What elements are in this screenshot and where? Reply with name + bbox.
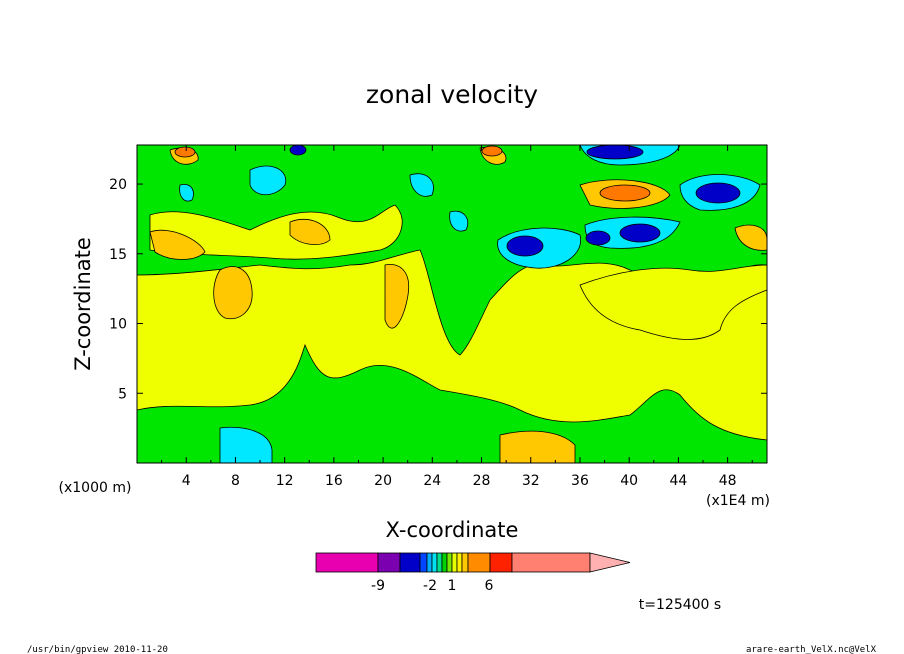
field-strong-negative-f: [289, 145, 307, 156]
y-tick-label: 20: [109, 177, 127, 193]
contour-field: [137, 145, 767, 463]
x-axis-label: X-coordinate: [386, 518, 519, 542]
x-tick-label: 48: [719, 473, 737, 489]
field-weak-positive-upper: [149, 204, 403, 260]
x-tick-label: 36: [571, 473, 589, 489]
colorbar-label: 1: [448, 578, 457, 594]
x-tick-label: 24: [423, 473, 441, 489]
plot-frame: [136, 144, 768, 464]
field-strong-positive-b: [174, 146, 196, 158]
field-negative-h: [449, 210, 469, 232]
y-unit-label: (x1000 m): [59, 480, 132, 496]
y-axis-label: Z-coordinate: [71, 237, 95, 371]
x-tick-label: 44: [669, 473, 687, 489]
field-strong-negative-c: [695, 182, 741, 204]
field-weak-negative-bottom: [137, 343, 767, 463]
colorbar-swatch: [426, 552, 433, 573]
field-positive-d: [384, 264, 410, 329]
time-label: t=125400 s: [639, 597, 721, 613]
field-negative-e: [219, 426, 273, 463]
field-positive-b: [149, 229, 206, 260]
field-strong-negative-b: [619, 223, 661, 243]
field-strong-positive-a: [599, 184, 651, 202]
field-negative-g: [409, 173, 434, 197]
colorbar-swatch: [377, 552, 401, 573]
colorbar-swatch: [436, 552, 443, 573]
field-strong-positive-c: [481, 145, 503, 157]
y-axis: 5 10 15 20: [109, 177, 767, 402]
colorbar-swatch: [461, 552, 469, 573]
field-strong-negative-e: [585, 230, 611, 246]
field-positive-c: [289, 218, 331, 245]
field-negative-i: [179, 184, 194, 202]
colorbar-label: -2: [423, 578, 437, 594]
x-tick-label: 40: [620, 473, 638, 489]
x-tick-label: 28: [473, 473, 491, 489]
x-tick-label: 32: [522, 473, 540, 489]
x-tick-label: 20: [374, 473, 392, 489]
colorbar-swatch: [399, 552, 421, 573]
colorbar-swatch: [467, 552, 491, 573]
field-strong-negative-d: [586, 145, 644, 160]
colorbar-swatch: [431, 552, 438, 573]
colorbar-arrow: [589, 552, 631, 573]
field-positive-f: [499, 430, 576, 463]
colorbar-swatch: [451, 552, 458, 573]
field-strong-negative-a: [506, 235, 544, 257]
colorbar: -9 -2 1 6: [315, 552, 631, 594]
field-weak-positive-right: [579, 264, 767, 340]
chart-title: zonal velocity: [366, 80, 538, 109]
colorbar-label: 6: [485, 578, 494, 594]
y-tick-label: 10: [109, 317, 127, 333]
x-axis: 4 8 12 16 20 24 28 32 36 40 44 48: [161, 145, 753, 489]
y-tick-label: 5: [118, 386, 127, 402]
colorbar-label: -9: [371, 578, 385, 594]
colorbar-swatch: [446, 552, 453, 573]
colorbar-swatch: [489, 552, 513, 573]
field-positive-a: [213, 266, 253, 320]
colorbar-swatch: [456, 552, 463, 573]
footer-right: arare-earth_VelX.nc@VelX: [746, 645, 877, 654]
colorbar-swatch: [441, 552, 448, 573]
x-unit-label: (x1E4 m): [706, 493, 770, 509]
x-tick-label: 4: [182, 473, 191, 489]
colorbar-swatch: [315, 552, 379, 573]
footer-left: /usr/bin/gpview 2010-11-20: [27, 645, 168, 654]
colorbar-swatch: [419, 552, 428, 573]
y-tick-label: 15: [109, 247, 127, 263]
x-tick-label: 12: [276, 473, 294, 489]
field-positive-i: [734, 224, 767, 251]
colorbar-swatch: [511, 552, 591, 573]
field-negative-f: [249, 165, 287, 196]
x-tick-label: 16: [325, 473, 343, 489]
x-tick-label: 8: [231, 473, 240, 489]
